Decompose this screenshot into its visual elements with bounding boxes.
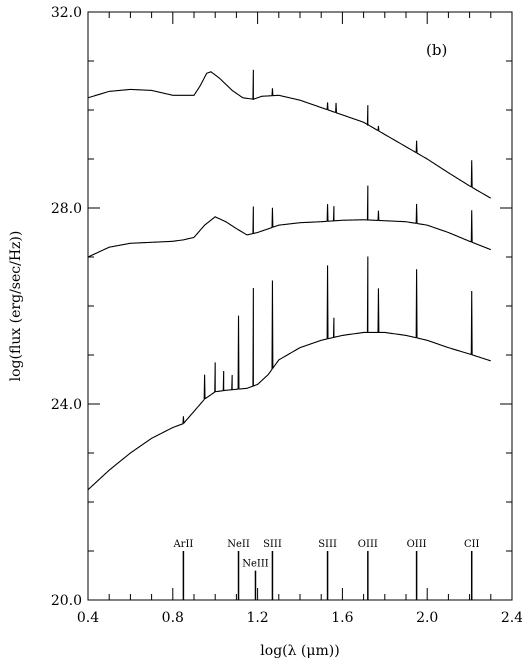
emission-marker-label: OIII [407, 539, 427, 550]
y-axis-label: log(flux (erg/sec/Hz)) [8, 231, 24, 382]
emission-marker-label: NeIII [242, 559, 269, 570]
x-tick-label: 1.6 [331, 610, 353, 626]
emission-marker-label: SIII [318, 539, 337, 550]
y-tick-label: 24.0 [51, 397, 82, 413]
y-tick-label: 20.0 [51, 593, 82, 609]
spectrum-line-2 [87, 185, 491, 258]
spectrum-line-3 [87, 256, 491, 491]
x-axis-label: log(λ (μm)) [260, 643, 339, 659]
x-tick-label: 0.8 [162, 610, 184, 626]
spectrum-line-1 [87, 69, 492, 199]
y-tick-label: 32.0 [51, 5, 82, 21]
x-tick-label: 2.4 [501, 610, 522, 626]
emission-marker-label: NeII [227, 539, 250, 550]
emission-marker-label: CII [464, 539, 480, 550]
panel-label: (b) [426, 41, 447, 59]
emission-markers: ArII NeII NeIII SIII SIII OIII OIII CII [172, 539, 480, 600]
emission-marker-label: ArII [172, 539, 193, 550]
x-tick-label: 1.2 [246, 610, 268, 626]
emission-marker-label: SIII [263, 539, 282, 550]
axis-ticks: 0.4 0.8 1.2 1.6 2.0 2.4 20.0 24.0 28.0 32.0 [51, 5, 522, 626]
emission-marker-label: OIII [358, 539, 378, 550]
spectra-series [87, 69, 492, 491]
y-tick-label: 28.0 [51, 201, 82, 217]
x-tick-label: 0.4 [77, 610, 99, 626]
x-tick-label: 2.0 [416, 610, 438, 626]
